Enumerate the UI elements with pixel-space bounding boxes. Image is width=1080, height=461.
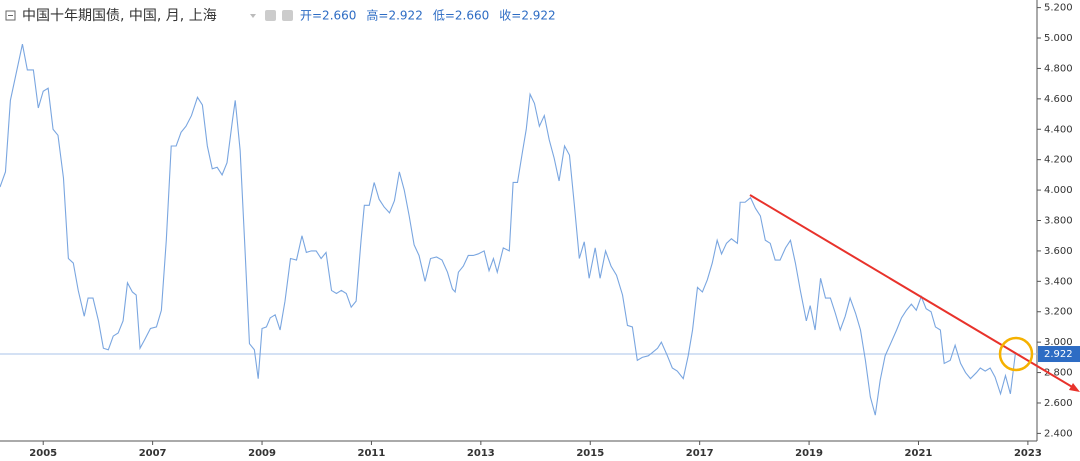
y-tick-label: 2.800 [1044,368,1073,379]
y-tick-label: 3.600 [1044,246,1073,257]
y-tick-label: 3.400 [1044,276,1073,287]
x-tick-label: 2007 [139,448,167,459]
last-value-label: 2.922 [1044,349,1073,360]
y-tick-label: 2.400 [1044,428,1073,439]
dropdown[interactable] [250,14,256,18]
x-tick-label: 2015 [576,448,604,459]
x-tick-label: 2023 [1014,448,1042,459]
y-tick-label: 4.400 [1044,124,1073,135]
y-tick-label: 3.200 [1044,307,1073,318]
y-tick-label: 4.200 [1044,155,1073,166]
y-tick-label: 3.000 [1044,337,1073,348]
y-tick-label: 4.600 [1044,94,1073,105]
series-line [0,43,1016,416]
x-tick-label: 2005 [29,448,57,459]
x-tick-label: 2009 [248,448,276,459]
y-tick-label: 4.000 [1044,185,1073,196]
x-tick-label: 2021 [905,448,933,459]
x-tick-label: 2011 [358,448,386,459]
ohlc-label: 收=2.922 [499,9,555,23]
trend-arrow [1069,383,1080,392]
y-tick-label: 4.800 [1044,63,1073,74]
ohlc-group: 开=2.660 高=2.922 低=2.660 收=2.922 [300,8,556,23]
x-tick-label: 2013 [467,448,495,459]
y-tick-label: 5.200 [1044,3,1073,14]
ohlc-label: 开=2.660 [300,9,356,23]
y-tick-label: 5.000 [1044,33,1073,44]
ohlc-label: 高=2.922 [366,8,422,23]
collapse-icon[interactable] [5,10,16,21]
last-value-box [1038,346,1080,363]
trend-line [749,194,1075,389]
remove-icon[interactable] [282,10,293,21]
x-tick-label: 2019 [795,448,823,459]
highlight-circle [998,336,1034,372]
settings-icon[interactable] [265,10,276,21]
y-tick-label: 2.600 [1044,398,1073,409]
y-tick-label: 3.800 [1044,216,1073,227]
chart-title: 中国十年期国债, 中国, 月, 上海 [22,8,217,24]
x-tick-label: 2017 [686,448,714,459]
ohlc-label: 低=2.660 [433,9,489,23]
